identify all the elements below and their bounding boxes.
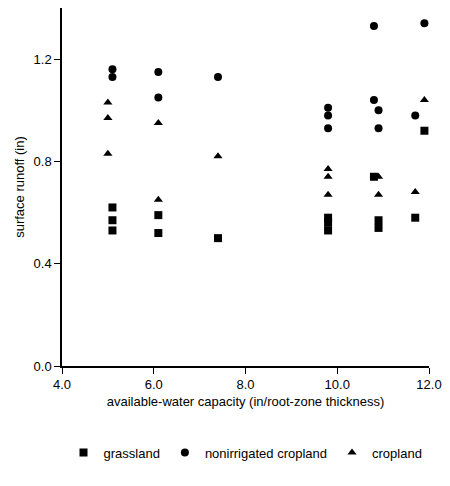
svg-text:8.0: 8.0 [236, 377, 254, 392]
svg-text:available-water capacity (in/r: available-water capacity (in/root-zone t… [107, 394, 384, 409]
svg-text:surface runoff (in): surface runoff (in) [12, 136, 27, 238]
svg-text:grassland: grassland [104, 446, 160, 461]
svg-text:6.0: 6.0 [145, 377, 163, 392]
svg-text:0.4: 0.4 [34, 256, 52, 271]
svg-text:0.0: 0.0 [34, 359, 52, 374]
svg-text:cropland: cropland [372, 446, 422, 461]
svg-text:0.8: 0.8 [34, 154, 52, 169]
svg-text:1.2: 1.2 [34, 52, 52, 67]
svg-text:10.0: 10.0 [325, 377, 350, 392]
svg-text:nonirrigated cropland: nonirrigated cropland [205, 446, 327, 461]
svg-text:12.0: 12.0 [416, 377, 441, 392]
svg-text:4.0: 4.0 [53, 377, 71, 392]
